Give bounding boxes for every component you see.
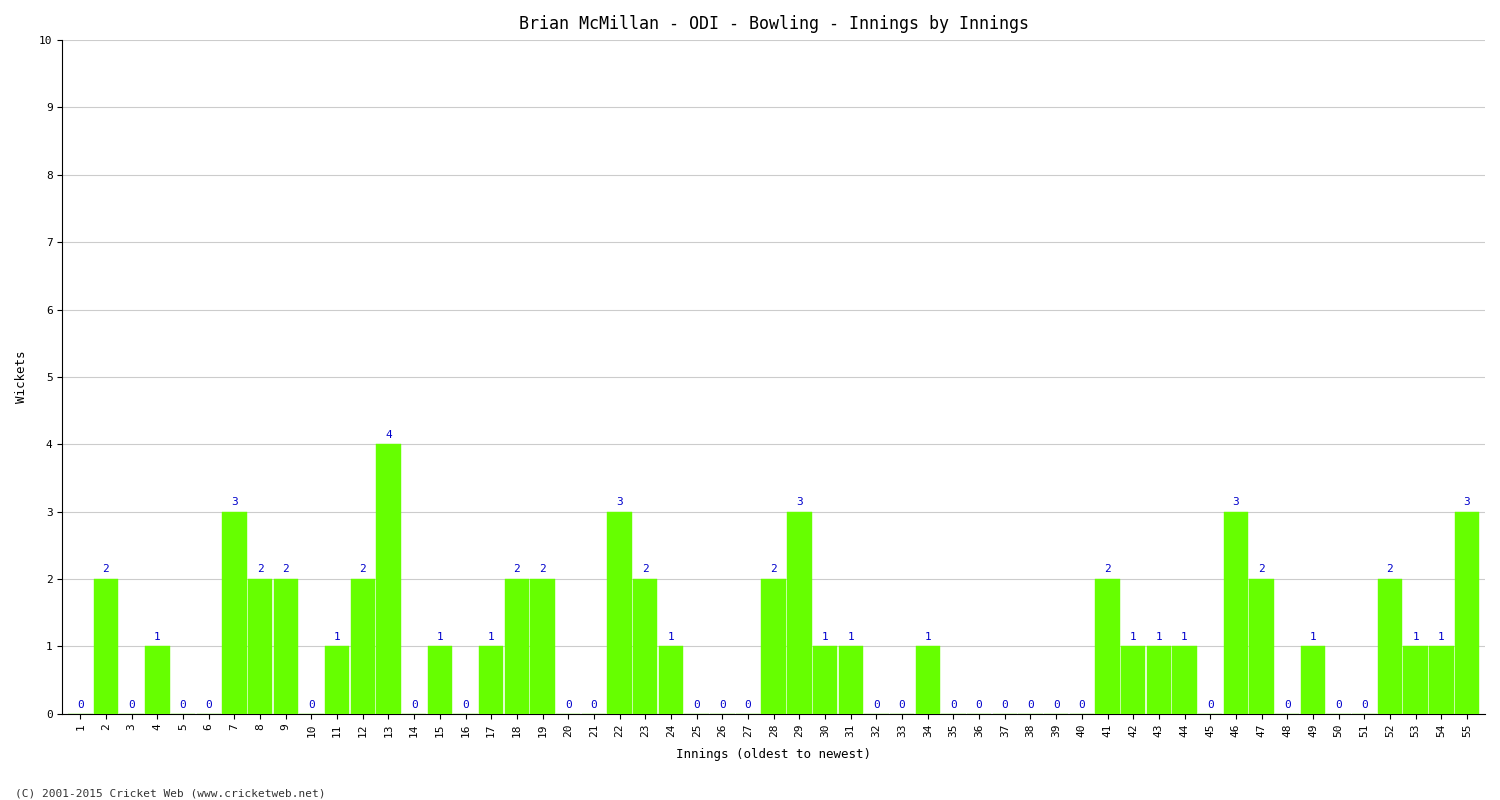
Text: 1: 1 bbox=[436, 631, 442, 642]
Text: 1: 1 bbox=[1310, 631, 1317, 642]
Text: 1: 1 bbox=[847, 631, 853, 642]
Bar bbox=[504, 579, 530, 714]
Text: 4: 4 bbox=[386, 430, 392, 439]
Text: 0: 0 bbox=[411, 700, 417, 710]
Bar bbox=[658, 646, 682, 714]
Text: 2: 2 bbox=[538, 564, 546, 574]
Bar bbox=[146, 646, 170, 714]
Bar bbox=[94, 579, 118, 714]
Text: 0: 0 bbox=[180, 700, 186, 710]
Bar bbox=[248, 579, 273, 714]
Text: (C) 2001-2015 Cricket Web (www.cricketweb.net): (C) 2001-2015 Cricket Web (www.cricketwe… bbox=[15, 788, 326, 798]
Text: 0: 0 bbox=[76, 700, 84, 710]
Text: 2: 2 bbox=[642, 564, 648, 574]
Bar bbox=[531, 579, 555, 714]
Text: 1: 1 bbox=[154, 631, 160, 642]
Text: 1: 1 bbox=[822, 631, 828, 642]
Text: 0: 0 bbox=[744, 700, 752, 710]
Text: 2: 2 bbox=[256, 564, 264, 574]
Bar bbox=[915, 646, 940, 714]
Text: 2: 2 bbox=[1386, 564, 1394, 574]
Text: 0: 0 bbox=[1360, 700, 1368, 710]
Bar bbox=[1430, 646, 1454, 714]
Bar bbox=[839, 646, 862, 714]
Text: 0: 0 bbox=[308, 700, 315, 710]
Text: 0: 0 bbox=[1335, 700, 1342, 710]
Text: 1: 1 bbox=[1413, 631, 1419, 642]
Bar bbox=[1455, 512, 1479, 714]
Bar bbox=[788, 512, 812, 714]
Title: Brian McMillan - ODI - Bowling - Innings by Innings: Brian McMillan - ODI - Bowling - Innings… bbox=[519, 15, 1029, 33]
Text: 0: 0 bbox=[1002, 700, 1008, 710]
Text: 1: 1 bbox=[924, 631, 932, 642]
Bar bbox=[478, 646, 504, 714]
Bar bbox=[608, 512, 631, 714]
X-axis label: Innings (oldest to newest): Innings (oldest to newest) bbox=[676, 748, 871, 761]
Text: 0: 0 bbox=[1028, 700, 1033, 710]
Text: 3: 3 bbox=[616, 497, 622, 507]
Text: 2: 2 bbox=[282, 564, 290, 574]
Text: 0: 0 bbox=[1078, 700, 1084, 710]
Text: 0: 0 bbox=[950, 700, 957, 710]
Text: 0: 0 bbox=[898, 700, 906, 710]
Text: 2: 2 bbox=[102, 564, 110, 574]
Text: 1: 1 bbox=[1130, 631, 1137, 642]
Bar bbox=[1120, 646, 1146, 714]
Bar bbox=[813, 646, 837, 714]
Text: 1: 1 bbox=[333, 631, 340, 642]
Bar bbox=[351, 579, 375, 714]
Text: 0: 0 bbox=[873, 700, 880, 710]
Text: 3: 3 bbox=[231, 497, 238, 507]
Y-axis label: Wickets: Wickets bbox=[15, 350, 28, 403]
Text: 0: 0 bbox=[591, 700, 597, 710]
Text: 2: 2 bbox=[360, 564, 366, 574]
Text: 1: 1 bbox=[1438, 631, 1444, 642]
Text: 0: 0 bbox=[566, 700, 572, 710]
Text: 2: 2 bbox=[1258, 564, 1264, 574]
Text: 1: 1 bbox=[668, 631, 675, 642]
Bar bbox=[762, 579, 786, 714]
Text: 1: 1 bbox=[488, 631, 495, 642]
Bar bbox=[1224, 512, 1248, 714]
Bar bbox=[633, 579, 657, 714]
Text: 0: 0 bbox=[718, 700, 726, 710]
Bar bbox=[222, 512, 246, 714]
Text: 3: 3 bbox=[796, 497, 802, 507]
Text: 0: 0 bbox=[1284, 700, 1290, 710]
Text: 3: 3 bbox=[1233, 497, 1239, 507]
Bar bbox=[273, 579, 298, 714]
Bar bbox=[376, 444, 400, 714]
Text: 2: 2 bbox=[771, 564, 777, 574]
Bar bbox=[1378, 579, 1402, 714]
Text: 2: 2 bbox=[513, 564, 520, 574]
Text: 0: 0 bbox=[462, 700, 470, 710]
Bar bbox=[1146, 646, 1172, 714]
Bar bbox=[1095, 579, 1119, 714]
Bar bbox=[1250, 579, 1274, 714]
Text: 0: 0 bbox=[1053, 700, 1059, 710]
Text: 0: 0 bbox=[1208, 700, 1214, 710]
Bar bbox=[427, 646, 451, 714]
Text: 0: 0 bbox=[206, 700, 212, 710]
Bar bbox=[1404, 646, 1428, 714]
Text: 0: 0 bbox=[129, 700, 135, 710]
Bar bbox=[1173, 646, 1197, 714]
Text: 2: 2 bbox=[1104, 564, 1112, 574]
Text: 0: 0 bbox=[693, 700, 700, 710]
Bar bbox=[326, 646, 350, 714]
Text: 1: 1 bbox=[1155, 631, 1162, 642]
Text: 1: 1 bbox=[1180, 631, 1188, 642]
Text: 3: 3 bbox=[1464, 497, 1470, 507]
Bar bbox=[1300, 646, 1324, 714]
Text: 0: 0 bbox=[975, 700, 982, 710]
